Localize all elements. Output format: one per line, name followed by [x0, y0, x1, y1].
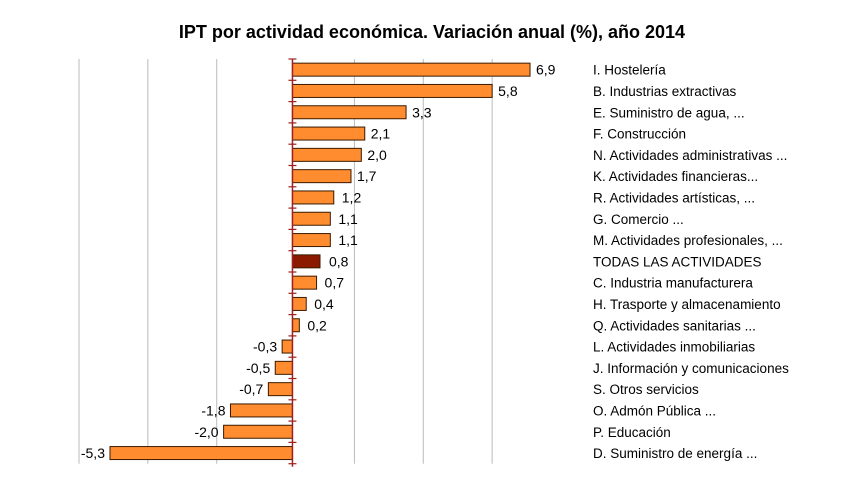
data-label: 0,8 — [329, 253, 349, 269]
category-label: C. Industria manufacturera — [593, 276, 753, 291]
bar — [109, 446, 293, 461]
bar — [291, 62, 531, 77]
category-label: G. Comercio ... — [593, 212, 684, 227]
bar — [291, 83, 493, 98]
chart-title: IPT por actividad económica. Variación a… — [178, 22, 686, 42]
bar — [291, 296, 307, 311]
category-label: Q. Actividades sanitarias ... — [593, 318, 756, 333]
data-label: -0,7 — [239, 381, 263, 397]
data-label: -0,3 — [253, 339, 277, 355]
bar — [274, 360, 293, 375]
bar — [291, 275, 318, 290]
bar — [291, 233, 331, 248]
category-label: J. Información y comunicaciones — [593, 361, 789, 376]
data-label: 3,3 — [412, 104, 432, 120]
category-label: L. Actividades inmobiliarias — [593, 340, 755, 355]
data-label: 2,0 — [367, 147, 387, 163]
data-label: 1,1 — [338, 232, 358, 248]
bar — [291, 190, 335, 205]
data-label: -2,0 — [194, 424, 218, 440]
category-label: B. Industrias extractivas — [593, 84, 737, 99]
bar — [229, 403, 293, 418]
data-label: 0,4 — [314, 296, 334, 312]
category-label: P. Educación — [593, 425, 671, 440]
bar — [223, 424, 293, 439]
data-label: -0,5 — [246, 360, 270, 376]
category-label: K. Actividades financieras... — [593, 169, 758, 184]
bar — [291, 126, 366, 141]
bar — [291, 318, 300, 333]
data-label: 1,1 — [338, 211, 358, 227]
category-label: N. Actividades administrativas ... — [593, 148, 787, 163]
bar — [267, 382, 293, 397]
category-label: D. Suministro de energía ... — [593, 446, 757, 461]
category-label: O. Admón Pública ... — [593, 403, 716, 418]
bar — [291, 169, 352, 184]
category-label: M. Actividades profesionales, ... — [593, 233, 783, 248]
category-label: F. Construcción — [593, 127, 686, 142]
data-label: 1,7 — [357, 168, 377, 184]
data-label: 0,2 — [307, 317, 327, 333]
data-label: 5,8 — [498, 83, 518, 99]
bar — [291, 147, 362, 162]
category-label: TODAS LAS ACTIVIDADES — [593, 254, 762, 269]
data-label: -1,8 — [201, 402, 225, 418]
data-label: 2,1 — [371, 126, 391, 142]
data-label: -5,3 — [81, 445, 105, 461]
bar — [291, 254, 321, 269]
bar — [281, 339, 293, 354]
data-label: 6,9 — [536, 62, 556, 78]
data-label: 1,2 — [342, 189, 362, 205]
category-label: E. Suministro de agua, ... — [593, 105, 745, 120]
category-label: I. Hostelería — [593, 63, 666, 78]
category-label: S. Otros servicios — [593, 382, 699, 397]
bar — [291, 105, 407, 120]
category-label: H. Trasporte y almacenamiento — [593, 297, 781, 312]
category-label: R. Actividades artísticas, ... — [593, 190, 755, 205]
bar — [291, 211, 331, 226]
data-label: 0,7 — [325, 275, 345, 291]
